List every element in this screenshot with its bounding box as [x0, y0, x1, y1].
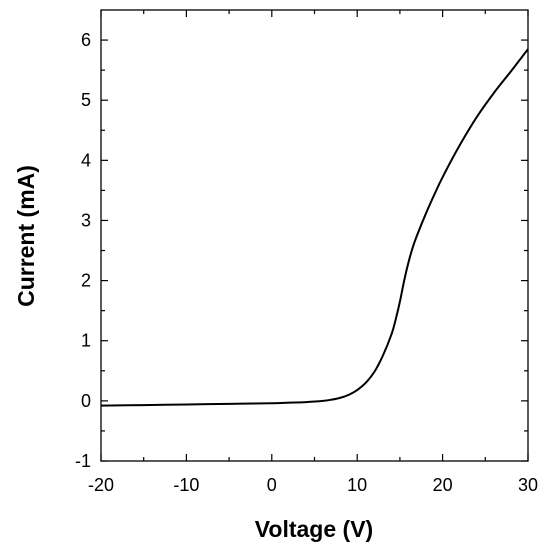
y-tick-labels: -1 0 1 2 3 4 5 6 — [75, 30, 91, 471]
y-tick-label: 2 — [81, 271, 91, 291]
y-tick-label: 4 — [81, 150, 91, 170]
series-line — [100, 48, 529, 407]
axis-ticks — [100, 10, 529, 462]
x-axis-title: Voltage (V) — [255, 516, 373, 542]
x-tick-label: 20 — [433, 475, 453, 495]
x-tick-label: -20 — [88, 475, 114, 495]
y-tick-label: -1 — [75, 451, 91, 471]
y-tick-label: 6 — [81, 30, 91, 50]
x-tick-labels: -20 -10 0 10 20 30 — [88, 475, 538, 495]
x-tick-label: 0 — [267, 475, 277, 495]
y-tick-label: 0 — [81, 391, 91, 411]
y-tick-label: 5 — [81, 90, 91, 110]
x-tick-label: 10 — [347, 475, 367, 495]
x-tick-label: 30 — [518, 475, 538, 495]
x-tick-label: -10 — [173, 475, 199, 495]
y-axis-title: Current (mA) — [13, 165, 39, 307]
y-tick-label: 3 — [81, 210, 91, 230]
plot-frame — [100, 9, 529, 462]
y-tick-label: 1 — [81, 331, 91, 351]
